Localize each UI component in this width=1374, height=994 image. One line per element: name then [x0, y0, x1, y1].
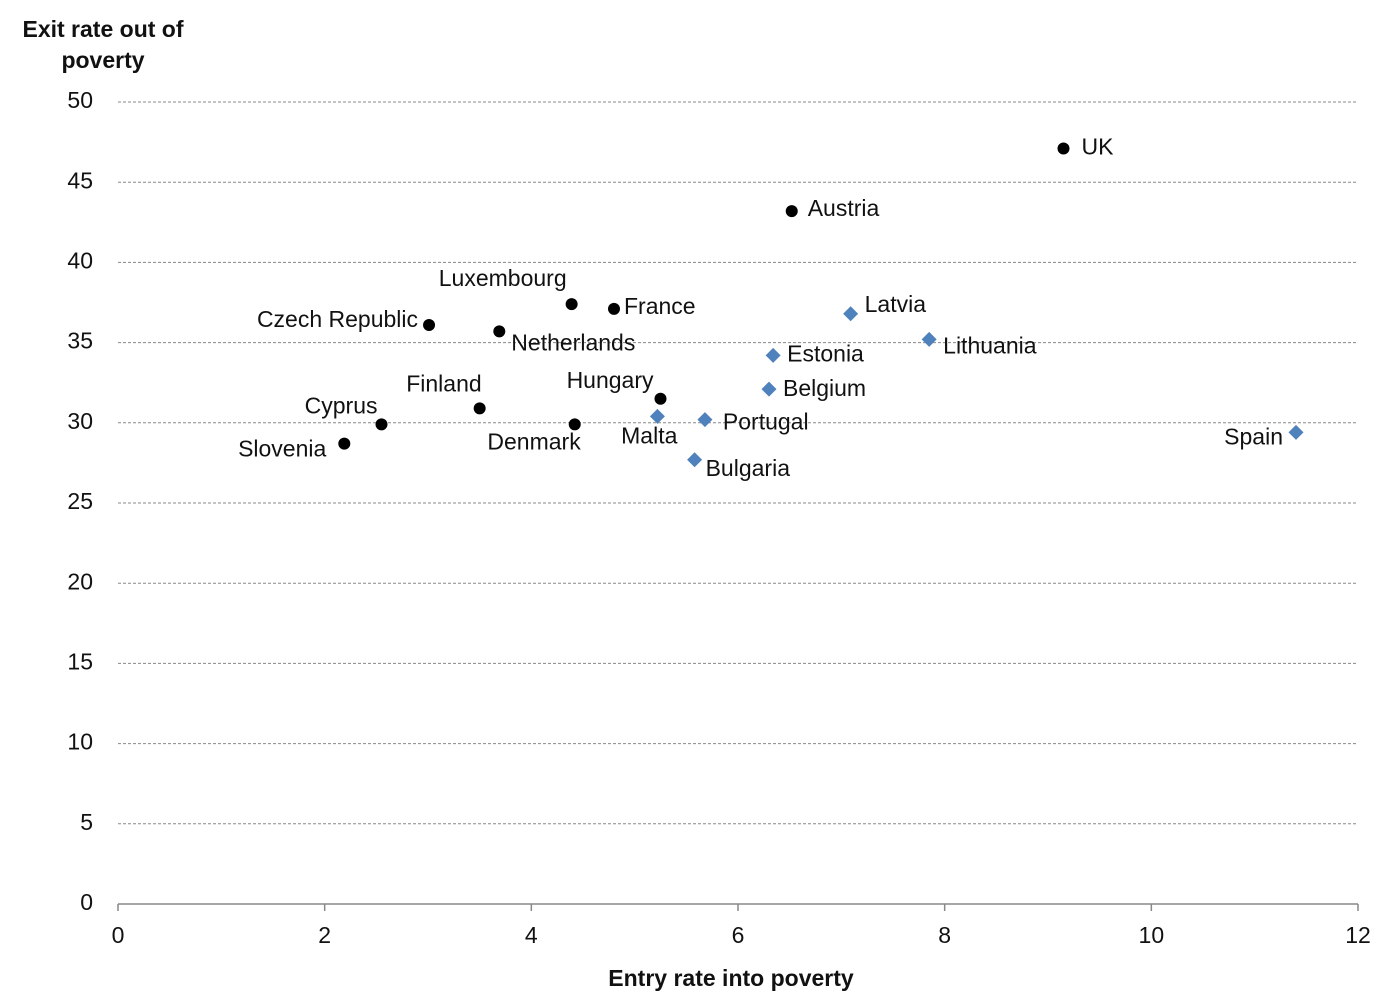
x-tick-label: 6	[732, 922, 745, 948]
point-label: France	[624, 293, 696, 319]
point	[423, 318, 436, 331]
x-tick-label: 10	[1139, 922, 1165, 948]
point-label: Cyprus	[305, 392, 378, 418]
point	[1288, 424, 1304, 440]
y-tick-label: 35	[67, 328, 93, 354]
point-label: Bulgaria	[706, 455, 791, 481]
point	[493, 325, 506, 338]
point-label: Finland	[406, 370, 481, 396]
point	[654, 392, 667, 405]
y-tick-label: 10	[67, 729, 93, 755]
point	[565, 298, 578, 311]
point-label: Latvia	[865, 291, 927, 317]
point-label: Belgium	[783, 375, 866, 401]
point-label: Estonia	[787, 341, 864, 367]
point-label: Slovenia	[238, 436, 326, 462]
point	[697, 412, 713, 428]
x-tick-label: 4	[525, 922, 538, 948]
y-tick-label: 25	[67, 488, 93, 514]
point-label: Spain	[1224, 424, 1283, 450]
point	[338, 437, 351, 450]
point	[761, 381, 777, 397]
point-label: Hungary	[567, 367, 654, 393]
point	[765, 347, 781, 363]
point-label: Austria	[808, 195, 880, 221]
x-tick-label: 2	[318, 922, 331, 948]
point	[649, 408, 665, 424]
x-tick-label: 12	[1345, 922, 1371, 948]
point-label: Portugal	[723, 409, 809, 435]
point	[608, 302, 620, 315]
point	[921, 331, 937, 347]
point-label: Netherlands	[511, 329, 635, 355]
point	[375, 418, 388, 431]
point	[568, 418, 581, 431]
point-label: UK	[1082, 134, 1115, 160]
y-tick-label: 15	[67, 648, 93, 674]
point-label: Malta	[621, 422, 677, 448]
point-label: Lithuania	[943, 332, 1037, 358]
point-label: Denmark	[487, 428, 581, 454]
y-tick-label: 50	[67, 87, 93, 113]
x-axis-title: Entry rate into poverty	[608, 965, 854, 991]
y-tick-label: 20	[67, 568, 93, 594]
point-label: Czech Republic	[257, 306, 418, 332]
point	[473, 402, 486, 415]
point	[785, 205, 798, 218]
y-tick-label: 45	[67, 167, 93, 193]
y-tick-label: 40	[67, 247, 93, 273]
y-axis-title: Exit rate out of poverty	[22, 16, 184, 73]
x-tick-label: 8	[938, 922, 951, 948]
point	[687, 452, 703, 468]
point	[843, 306, 859, 322]
x-tick-label: 0	[112, 922, 125, 948]
point	[1057, 142, 1070, 155]
y-tick-label: 0	[80, 889, 93, 915]
point-label: Luxembourg	[439, 265, 567, 291]
y-tick-label: 5	[80, 809, 93, 835]
y-tick-label: 30	[67, 408, 93, 434]
